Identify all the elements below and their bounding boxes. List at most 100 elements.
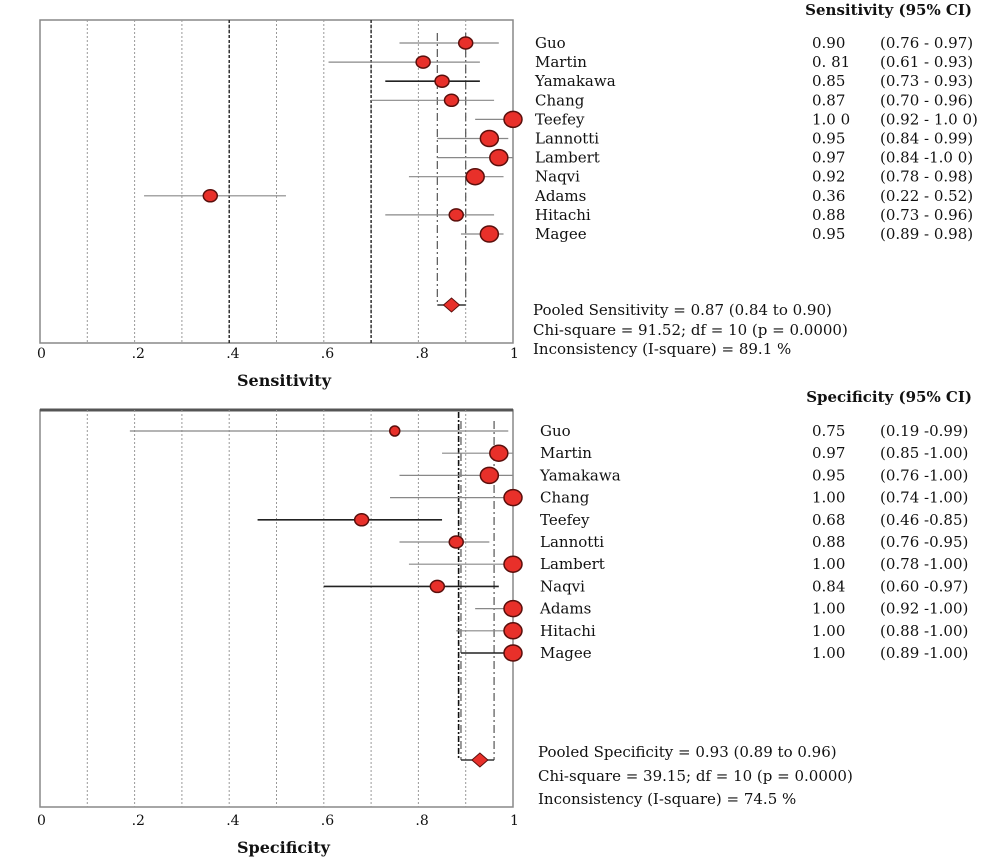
study-ci: (0.76 - 0.97) <box>880 34 973 52</box>
study-label: Hitachi <box>535 206 591 224</box>
x-tick-label: .6 <box>321 346 334 362</box>
study-ci: (0.84 -1.0 0) <box>880 149 973 167</box>
point-estimate-guo <box>389 425 401 437</box>
point-estimate-naqvi <box>429 579 446 594</box>
study-label: Naqvi <box>540 577 585 595</box>
study-ci: (0.85 -1.00) <box>880 444 968 462</box>
x-tick-label: .2 <box>132 346 145 362</box>
point-estimate-chang <box>503 488 523 507</box>
study-ci: (0.70 - 0.96) <box>880 91 973 109</box>
column-header: Sensitivity (95% CI) <box>805 1 972 19</box>
x-tick-label: 0 <box>37 346 46 362</box>
pooled-diamond <box>442 297 461 313</box>
point-estimate-lannotti <box>479 129 500 148</box>
study-ci: (0.46 -0.85) <box>880 511 968 529</box>
summary-statistic: Inconsistency (I-square) = 74.5 % <box>538 790 796 808</box>
x-axis-label: Specificity <box>237 838 331 857</box>
point-estimate-adams <box>503 599 523 618</box>
study-label: Martin <box>540 444 592 462</box>
study-label: Adams <box>534 187 586 205</box>
summary-statistic: Chi-square = 39.15; df = 10 (p = 0.0000) <box>538 767 853 785</box>
study-ci: (0.84 - 0.99) <box>880 130 973 148</box>
study-ci: (0.92 -1.00) <box>880 600 968 618</box>
study-value: 0.95 <box>812 225 845 243</box>
study-label: Chang <box>535 91 585 109</box>
study-ci: (0.19 -0.99) <box>880 422 968 440</box>
study-value: 0.87 <box>812 91 845 109</box>
study-value: 1.00 <box>812 644 845 662</box>
study-label: Lambert <box>535 149 600 167</box>
study-value: 0.95 <box>812 466 845 484</box>
study-ci: (0.73 - 0.96) <box>880 206 973 224</box>
point-estimate-magee <box>479 225 500 243</box>
point-estimate-teefey <box>503 110 523 129</box>
study-ci: (0.22 - 0.52) <box>880 187 973 205</box>
x-tick-label: .4 <box>226 813 239 829</box>
study-label: Magee <box>540 644 592 662</box>
study-label: Teefey <box>540 511 590 529</box>
point-estimate-martin <box>415 55 431 69</box>
point-estimate-yamakawa <box>479 466 500 485</box>
point-estimate-lambert <box>489 148 509 167</box>
point-estimate-martin <box>489 444 509 462</box>
study-label: Chang <box>540 489 590 507</box>
point-estimate-magee <box>503 644 523 662</box>
study-label: Lambert <box>540 555 605 573</box>
study-value: 0.90 <box>812 34 845 52</box>
x-tick-label: 1 <box>510 813 519 829</box>
x-tick-label: 0 <box>37 813 46 829</box>
summary-statistic: Pooled Sensitivity = 0.87 (0.84 to 0.90) <box>533 301 832 319</box>
study-value: 1.00 <box>812 489 845 507</box>
study-ci: (0.61 - 0.93) <box>880 53 973 71</box>
study-value: 0.88 <box>812 206 845 224</box>
point-estimate-hitachi <box>448 208 464 222</box>
x-tick-label: .8 <box>415 346 428 362</box>
study-ci: (0.60 -0.97) <box>880 577 968 595</box>
x-tick-label: .4 <box>226 346 239 362</box>
study-label: Yamakawa <box>539 466 621 484</box>
point-estimate-teefey <box>353 513 370 527</box>
study-label: Teefey <box>535 110 585 128</box>
pooled-diamond <box>471 752 489 768</box>
study-value: 1.00 <box>812 622 845 640</box>
study-value: 0. 81 <box>812 53 850 71</box>
study-value: 0.85 <box>812 72 845 90</box>
x-tick-label: .6 <box>321 813 334 829</box>
summary-statistic: Chi-square = 91.52; df = 10 (p = 0.0000) <box>533 321 848 339</box>
study-label: Hitachi <box>540 622 596 640</box>
point-estimate-adams <box>202 189 219 203</box>
point-estimate-guo <box>457 36 474 50</box>
study-label: Yamakawa <box>534 72 616 90</box>
x-tick-label: .2 <box>132 813 145 829</box>
study-value: 0.75 <box>812 422 845 440</box>
study-ci: (0.74 -1.00) <box>880 489 968 507</box>
study-value: 0.95 <box>812 130 845 148</box>
forest-panel-specificity: Guo 0.75 (0.19 -0.99) Martin 0.97 (0.85 -1.00… <box>37 388 972 857</box>
point-estimate-chang <box>443 93 460 108</box>
study-ci: (0.89 -1.00) <box>880 644 968 662</box>
forest-panel-sensitivity: Guo 0.90 (0.76 - 0.97) Martin 0. 81 (0.61 - 0… <box>37 1 978 390</box>
point-estimate-lambert <box>503 555 523 573</box>
study-value: 1.0 0 <box>812 110 850 128</box>
study-label: Lannotti <box>535 130 599 148</box>
column-header: Specificity (95% CI) <box>806 388 972 406</box>
study-value: 1.00 <box>812 600 845 618</box>
point-estimate-hitachi <box>503 622 523 640</box>
study-value: 0.36 <box>812 187 845 205</box>
point-estimate-yamakawa <box>434 74 450 88</box>
study-label: Guo <box>540 422 571 440</box>
study-label: Lannotti <box>540 533 604 551</box>
study-value: 0.92 <box>812 168 845 186</box>
point-estimate-naqvi <box>465 167 485 186</box>
study-ci: (0.78 -1.00) <box>880 555 968 573</box>
x-tick-label: .8 <box>415 813 428 829</box>
study-label: Naqvi <box>535 168 580 186</box>
study-label: Adams <box>539 600 591 618</box>
study-ci: (0.73 - 0.93) <box>880 72 973 90</box>
study-value: 0.84 <box>812 577 845 595</box>
x-axis-label: Sensitivity <box>237 371 332 390</box>
study-value: 0.88 <box>812 533 845 551</box>
summary-statistic: Pooled Specificity = 0.93 (0.89 to 0.96) <box>538 743 837 761</box>
study-label: Martin <box>535 53 587 71</box>
